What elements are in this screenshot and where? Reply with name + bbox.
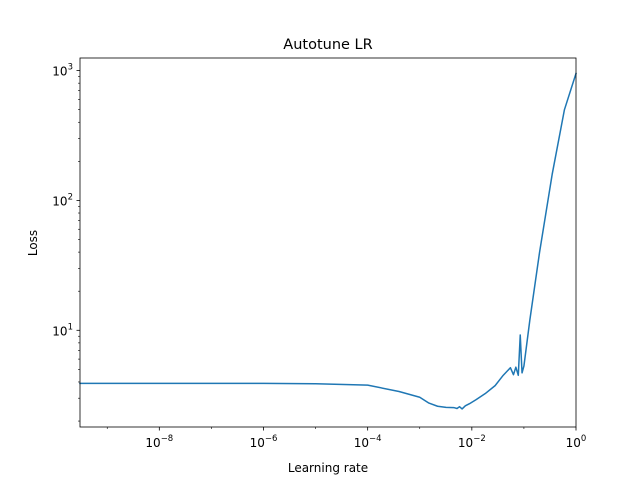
major-ticks bbox=[76, 70, 577, 431]
x-tick-label: 10−6 bbox=[250, 434, 278, 450]
x-tick-label: 10−4 bbox=[354, 434, 382, 450]
y-tick-labels: 101 102 103 bbox=[52, 63, 73, 339]
x-tick-label: 10−8 bbox=[145, 434, 173, 450]
series-line bbox=[79, 72, 577, 410]
plot-frame bbox=[79, 57, 577, 428]
y-tick-label: 103 bbox=[52, 63, 73, 79]
x-tick-labels: 10−8 10−6 10−4 10−2 100 bbox=[145, 434, 586, 450]
x-tick-label: 100 bbox=[566, 434, 587, 450]
y-tick-label: 102 bbox=[52, 192, 73, 208]
x-axis-label: Learning rate bbox=[288, 461, 368, 475]
y-axis-label: Loss bbox=[26, 230, 40, 256]
x-tick-label: 10−2 bbox=[458, 434, 486, 450]
chart-title: Autotune LR bbox=[283, 37, 372, 53]
y-tick-label: 101 bbox=[52, 322, 73, 338]
